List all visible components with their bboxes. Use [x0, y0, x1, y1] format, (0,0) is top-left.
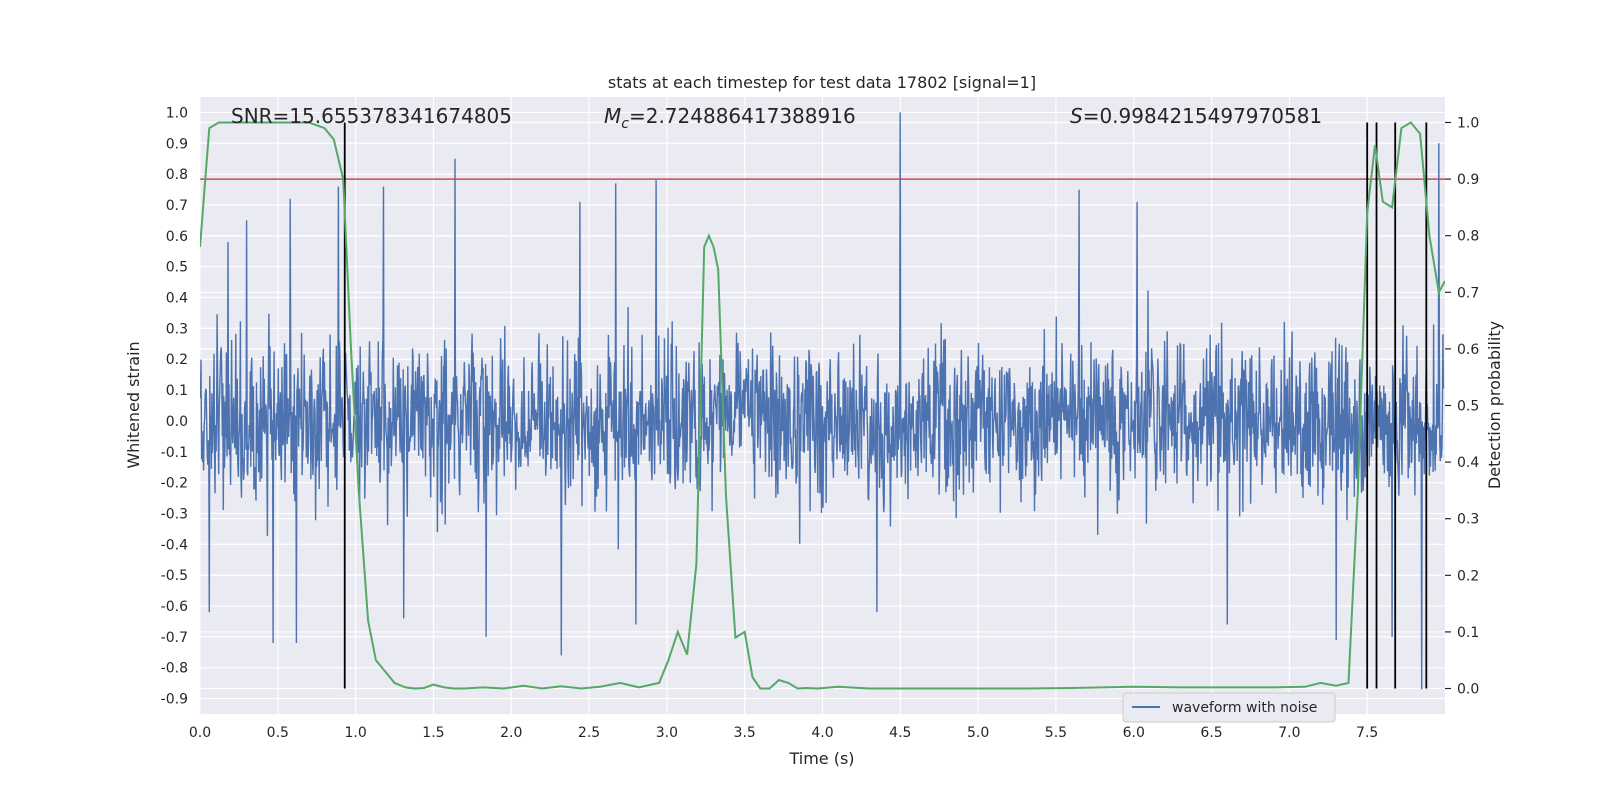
legend: waveform with noise [1122, 692, 1336, 723]
y2-tick-label: 0.9 [1457, 172, 1479, 188]
x-tick-label: 5.5 [1045, 725, 1067, 741]
x-tick-label: 6.5 [1200, 725, 1222, 741]
x-tick-label: 6.0 [1123, 725, 1145, 741]
y-tick-label: 0.3 [166, 321, 188, 337]
y2-tick-label: 0.7 [1457, 285, 1479, 301]
score-annotation: S=0.9984215497970581 [1070, 104, 1322, 128]
chirp-mass-symbol: M [604, 104, 621, 128]
y2-tick-label: 0.8 [1457, 229, 1479, 245]
y-tick-label: -0.8 [161, 661, 188, 677]
y-tick-label: -0.9 [161, 692, 188, 708]
legend-box [1122, 692, 1336, 723]
y-tick-label: 0.4 [166, 291, 188, 307]
chirp-mass-value: =2.724886417388916 [629, 104, 856, 128]
y-axis-ticks: 1.0 0.9 0.8 0.7 0.6 0.5 0.4 0.3 0.2 0.1 0.0 -0.1 -0.… [161, 105, 188, 707]
score-value: =0.9984215497970581 [1083, 104, 1322, 128]
x-tick-label: 0.0 [189, 725, 211, 741]
y2-tick-label: 0.5 [1457, 399, 1479, 415]
x-tick-label: 7.5 [1356, 725, 1378, 741]
x-axis-ticks: 0.0 0.5 1.0 1.5 2.0 2.5 3.0 3.5 4.0 4.5 5.0 5.5 6.0 6… [189, 725, 1378, 741]
x-tick-label: 2.5 [578, 725, 600, 741]
y-tick-label: -0.7 [161, 630, 188, 646]
chart-title: stats at each timestep for test data 178… [608, 73, 1036, 92]
y-tick-label: -0.5 [161, 568, 188, 584]
x-tick-label: 7.0 [1278, 725, 1300, 741]
y2-tick-label: 0.1 [1457, 625, 1479, 641]
x-tick-label: 3.0 [656, 725, 678, 741]
y2-axis-label: Detection probability [1485, 321, 1504, 489]
y-tick-label: 0.7 [166, 198, 188, 214]
x-tick-label: 2.0 [500, 725, 522, 741]
legend-label: waveform with noise [1172, 700, 1317, 716]
y-tick-label: 0.2 [166, 352, 188, 368]
y2-tick-label: 0.4 [1457, 455, 1479, 471]
x-tick-label: 4.0 [811, 725, 833, 741]
snr-annotation: SNR=15.655378341674805 [231, 104, 512, 128]
y-tick-label: -0.3 [161, 506, 188, 522]
y-tick-label: -0.4 [161, 537, 188, 553]
y2-tick-label: 0.2 [1457, 568, 1479, 584]
y2-tick-label: 0.6 [1457, 342, 1479, 358]
chirp-mass-subscript: c [621, 116, 629, 132]
waveform-series [200, 112, 1445, 690]
y2-tick-label: 0.3 [1457, 512, 1479, 528]
y2-tick-label: 1.0 [1457, 115, 1479, 131]
y2-axis-ticks: 1.0 0.9 0.8 0.7 0.6 0.5 0.4 0.3 0.2 0.1 0.0 [1445, 115, 1479, 698]
x-tick-label: 1.5 [422, 725, 444, 741]
y-tick-label: 0.8 [166, 167, 188, 183]
waveform-line [200, 112, 1445, 690]
y-tick-label: -0.2 [161, 476, 188, 492]
y-tick-label: 0.6 [166, 229, 188, 245]
x-axis-label: Time (s) [788, 749, 854, 768]
x-tick-label: 4.5 [889, 725, 911, 741]
y-tick-label: -0.6 [161, 599, 188, 615]
probability-line [200, 121, 1445, 690]
y2-tick-label: 0.0 [1457, 682, 1479, 698]
x-tick-label: 3.5 [734, 725, 756, 741]
y-tick-label: 0.5 [166, 260, 188, 276]
x-tick-label: 1.0 [344, 725, 366, 741]
x-tick-label: 5.0 [967, 725, 989, 741]
y-axis-label: Whitened strain [124, 341, 143, 468]
chirp-mass-annotation: Mc=2.724886417388916 [604, 104, 856, 132]
y-tick-label: 0.9 [166, 136, 188, 152]
score-symbol: S [1070, 104, 1083, 128]
y-tick-label: 0.1 [166, 383, 188, 399]
y-tick-label: -0.1 [161, 445, 188, 461]
x-tick-label: 0.5 [267, 725, 289, 741]
y-tick-label: 1.0 [166, 105, 188, 121]
y-tick-label: 0.0 [166, 414, 188, 430]
probability-series [200, 121, 1445, 690]
